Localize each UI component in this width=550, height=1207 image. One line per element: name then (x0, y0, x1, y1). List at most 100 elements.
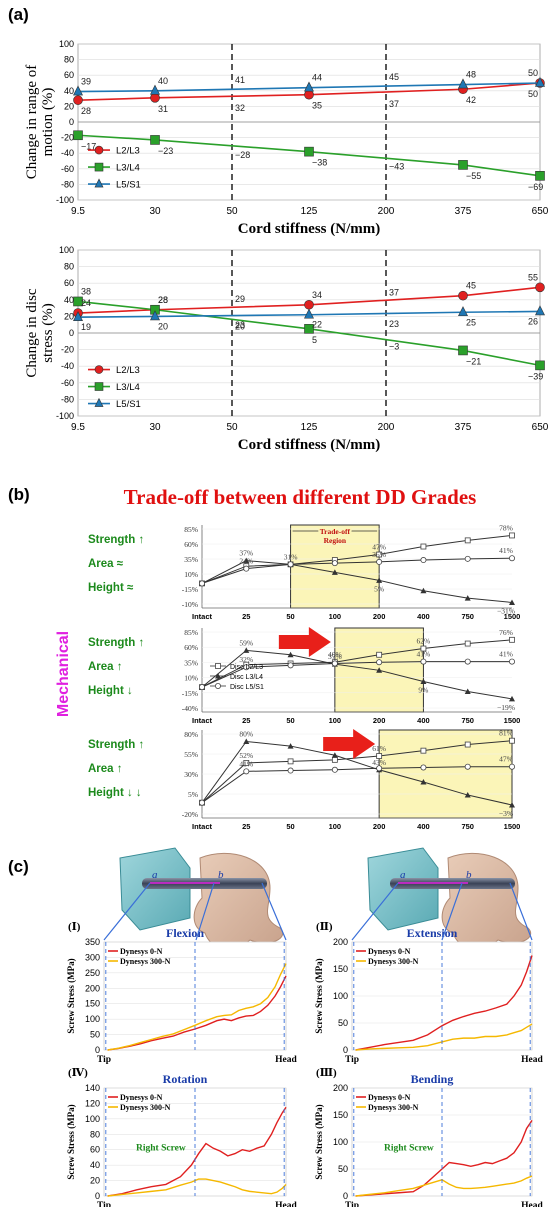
data-point-Disc L2/L3 (287, 758, 294, 765)
data-point-L5/S1 (535, 76, 545, 87)
legend-marker (214, 683, 221, 690)
y-axis-title: Screw Stress (MPa) (66, 958, 76, 1033)
y-tick-label: 60 (90, 1145, 100, 1155)
x-end-label-tip: Tip (97, 1055, 111, 1065)
data-label: 48 (466, 70, 476, 80)
data-point-L5/S1 (458, 78, 468, 89)
data-label: 31 (158, 104, 168, 114)
x-tick-label: 25 (242, 612, 250, 621)
data-label: 28 (81, 106, 91, 116)
diagram-guide-lines (103, 882, 533, 941)
chart-title: Rotation (163, 1072, 208, 1086)
y-tick-label: 0 (343, 1045, 348, 1055)
legend-label: Dynesys 0-N (120, 947, 163, 956)
data-label: 76% (499, 628, 513, 637)
data-label: 5 (312, 335, 317, 345)
y-tick-label: 40 (90, 1160, 100, 1170)
y-tick-label: 200 (333, 937, 348, 947)
x-tick-label: 25 (242, 822, 250, 831)
data-point-Disc L5/S1 (420, 557, 427, 564)
y-tick-label: 250 (85, 968, 100, 978)
data-label: 38 (81, 286, 91, 296)
data-label: −39 (528, 371, 543, 381)
diagram-guide-line (509, 882, 533, 941)
x-end-label-head: Head (521, 1201, 543, 1207)
legend-marker (215, 663, 221, 669)
data-point-Disc L3/L4 (464, 595, 471, 601)
data-label: 62% (417, 637, 431, 646)
x-tick-label: 50 (226, 422, 238, 433)
data-point-Disc L2/L3 (376, 651, 383, 658)
y-tick-label: -80 (61, 394, 74, 404)
data-label: 59% (239, 638, 253, 647)
x-tick-label: 50 (286, 822, 294, 831)
panel-b-title: Trade-off between different DD Grades (124, 485, 477, 509)
data-point-Disc L3/L4 (420, 678, 427, 685)
x-tick-label: 1500 (504, 822, 521, 831)
chart-title: Bending (411, 1072, 454, 1086)
y-tick-label: 300 (85, 952, 100, 962)
y-tick-label: 350 (85, 937, 100, 947)
y-tick-label: -20% (182, 810, 198, 819)
data-label: 41% (499, 650, 513, 659)
y-tick-label: -20 (61, 133, 74, 143)
vertebra-diagram-left: a b (119, 847, 283, 951)
chart-extension: 0 50 100 150 200 Tip Head Screw Stress (MPa) Dyn… (314, 921, 544, 1065)
y-tick-label: 50 (338, 1164, 348, 1174)
data-point-Disc L3/L4 (464, 792, 471, 798)
legend-label: Dynesys 300-N (368, 1103, 419, 1112)
y-tick-label: 150 (333, 964, 348, 974)
legend-label: L2/L3 (116, 365, 140, 376)
data-point-Disc L2/L3 (376, 753, 383, 759)
chart-bending: 0 50 100 150 200 Tip Head Screw Stress (MPa) Dyn… (314, 1067, 544, 1207)
data-label: 80% (239, 729, 253, 738)
x-tick-label: 30 (149, 422, 161, 433)
data-point-Disc L5/S1 (287, 561, 294, 568)
data-point-Disc L3/L4 (376, 577, 383, 583)
grade-property-label: Height ↓ ↓ (88, 787, 142, 799)
y-tick-label: 80% (184, 730, 198, 739)
vertebra-diagram-right: a b (367, 847, 531, 951)
series-line-Disc L5/S1 (201, 766, 512, 804)
x-tick-label: Intact (192, 822, 213, 831)
data-label: 52% (239, 751, 253, 760)
y-tick-label: -60 (61, 378, 74, 388)
x-tick-label: 125 (301, 422, 318, 433)
data-label: 5% (374, 584, 384, 593)
data-point-L2/L3 (73, 95, 83, 105)
series-line-Dynesys 0-N (355, 1120, 533, 1197)
panel-label-a: (a) (8, 5, 29, 24)
series-line-Dynesys 0-N (107, 975, 287, 1051)
data-point-Disc L5/S1 (508, 763, 515, 770)
data-point-Disc L5/S1 (508, 658, 515, 665)
y-tick-label: 20 (64, 101, 74, 111)
diagram-guide-line (351, 882, 399, 941)
x-tick-label: 30 (149, 206, 161, 217)
data-label: 50 (528, 89, 538, 99)
data-label: 37 (389, 287, 399, 297)
data-label: 32% (239, 655, 253, 664)
y-tick-label: 100 (333, 991, 348, 1001)
legend-label: Disc L5/S1 (230, 684, 264, 691)
data-label: 26 (528, 316, 538, 326)
x-tick-label: 400 (417, 822, 430, 831)
legend-label: L5/S1 (116, 399, 141, 410)
y-axis-title: Screw Stress (MPa) (314, 1104, 324, 1179)
data-point-Disc L2/L3 (464, 640, 471, 647)
data-label: 9% (418, 686, 428, 695)
x-tick-label: 100 (329, 822, 342, 831)
legend-label: Dynesys 300-N (120, 1103, 171, 1112)
shift-arrow (278, 627, 331, 657)
data-label: 45 (466, 281, 476, 291)
data-label: 40% (328, 650, 342, 659)
x-end-label-tip: Tip (97, 1201, 111, 1207)
grade-property-label: Area ↑ (88, 661, 123, 673)
data-point-Disc L5/S1 (198, 684, 205, 691)
data-point-Disc L2/L3 (509, 532, 515, 539)
subpanel-number: (Ⅲ) (316, 1067, 337, 1079)
data-label: 28 (158, 295, 168, 305)
data-point-Disc L5/S1 (243, 664, 250, 671)
diagram-label-b-left: b (218, 869, 224, 881)
legend-label: L5/S1 (116, 180, 141, 191)
grade-property-label: Area ↑ (88, 763, 123, 775)
